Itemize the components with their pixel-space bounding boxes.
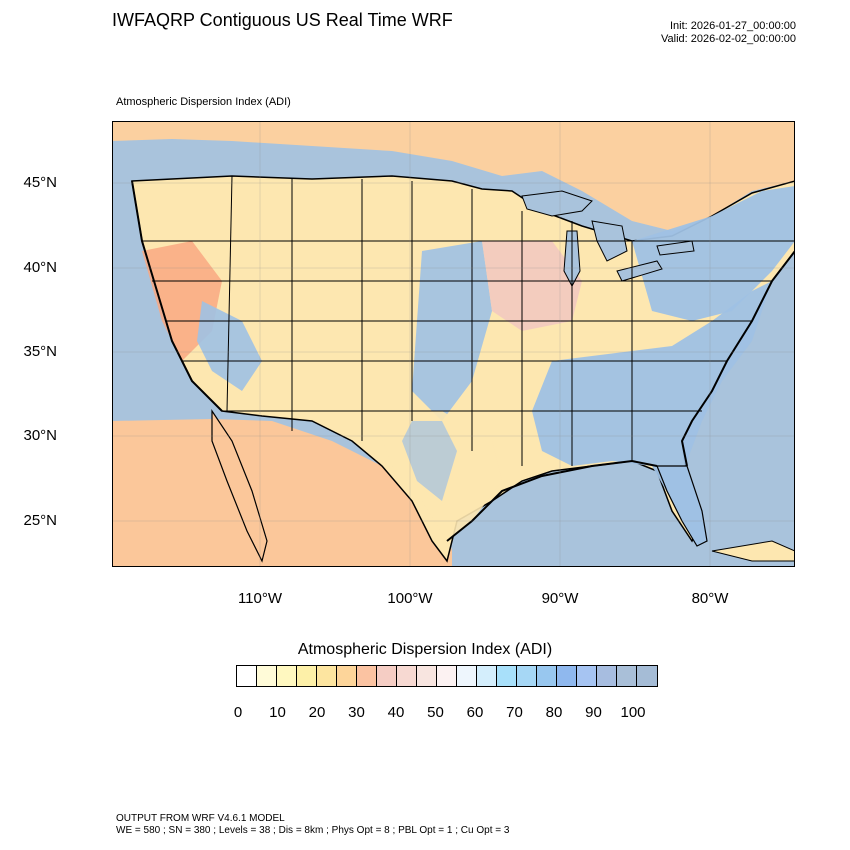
map-subtitle: Atmospheric Dispersion Index (ADI) [116,96,291,108]
legend-tick-label: 30 [348,704,365,721]
legend-tick-label: 80 [545,704,563,721]
canada-land [112,121,795,231]
region-southeast-blue [532,281,772,501]
legend-tick-label: 70 [506,704,523,721]
lat-label-45: 45°N [23,174,57,191]
lat-label-35: 35°N [23,343,57,360]
lon-label-90w: 90°W [541,590,579,607]
legend-tick-label: 20 [308,704,326,721]
legend-swatch [397,666,417,686]
map-border [112,121,795,567]
legend-swatch [297,666,317,686]
legend-swatch [637,666,657,686]
lon-label-110w: 110°W [237,590,283,607]
lon-label-100w: 100°W [387,590,433,607]
legend-swatch [457,666,477,686]
cuba-island [711,540,795,562]
region-midwest-pink [482,241,582,331]
legend-swatch [377,666,397,686]
legend-swatch [617,666,637,686]
lon-label-80w: 80°W [691,590,729,607]
legend-swatch [497,666,517,686]
legend-title: Atmospheric Dispersion Index (ADI) [297,641,553,658]
legend-swatch [557,666,577,686]
model-info-line1: OUTPUT FROM WRF V4.6.1 MODEL [116,813,285,824]
region-texas-blue [402,421,457,501]
legend-swatch [597,666,617,686]
adi-map [112,121,795,567]
legend-swatch [437,666,457,686]
region-northeast-blue [632,186,795,321]
run-time-info: Init: 2026-01-27_00:00:00 Valid: 2026-02… [661,20,796,46]
legend-swatch [577,666,597,686]
legend-swatch [517,666,537,686]
atlantic-coast [680,250,795,467]
legend-tick-label: 40 [387,704,405,721]
legend-colorbar [236,665,658,687]
legend-tick-label: 0 [233,704,243,721]
state-borders [142,175,795,466]
legend-swatch [277,666,297,686]
pacific-coast [131,180,223,412]
legend-tick-label: 60 [466,704,484,721]
region-nevada-blue [197,301,262,391]
graticule [112,121,795,567]
model-info-line2: WE = 580 ; SN = 380 ; Levels = 38 ; Dis … [116,825,510,836]
legend-swatch [237,666,257,686]
lake-superior [521,190,593,217]
legend-swatch [337,666,357,686]
legend-swatch [257,666,277,686]
legend-tick-label: 100 [620,704,646,721]
legend-swatch [537,666,557,686]
legend-swatch [477,666,497,686]
legend-swatch [317,666,337,686]
lat-label-30: 30°N [23,427,57,444]
init-time: Init: 2026-01-27_00:00:00 [670,20,796,32]
legend-swatch [357,666,377,686]
legend-tick-label: 10 [269,704,286,721]
valid-time: Valid: 2026-02-02_00:00:00 [661,33,796,45]
lake-ontario [656,240,695,256]
legend-swatch [417,666,437,686]
lat-label-25: 25°N [23,512,57,529]
florida [656,465,708,547]
mexico-land [112,419,452,567]
page-title: IWFAQRP Contiguous US Real Time WRF [112,10,453,30]
baja-california [211,409,268,563]
legend-tick-label: 90 [585,704,602,721]
lat-label-40: 40°N [23,259,57,276]
model-info: OUTPUT FROM WRF V4.6.1 MODEL WE = 580 ; … [116,813,509,837]
us-map-svg [112,121,795,567]
legend-tick-label: 50 [427,704,444,721]
lake-erie [616,260,663,282]
